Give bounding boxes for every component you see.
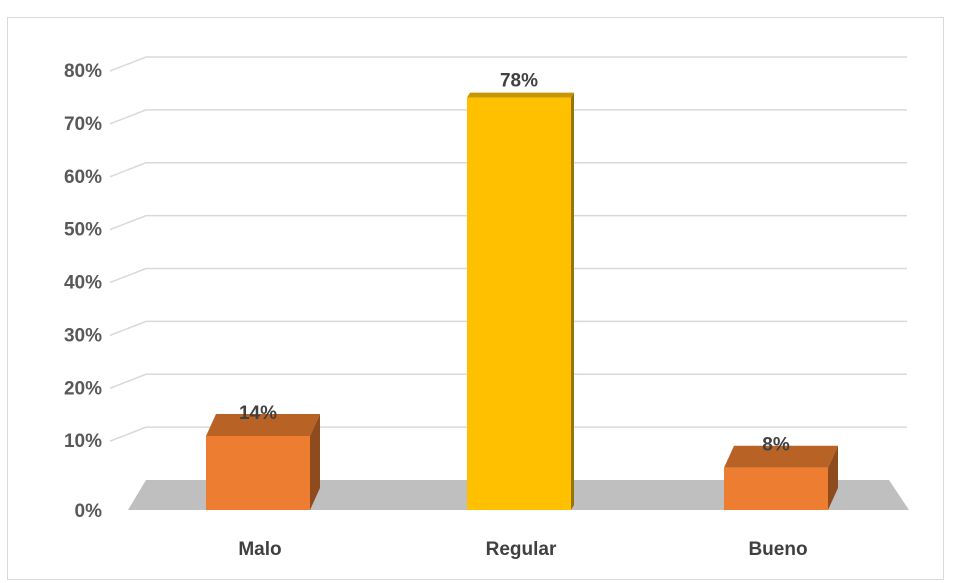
bar-side-malo — [310, 413, 320, 510]
bar-malo — [206, 435, 310, 510]
y-tick-label: 0% — [75, 501, 103, 522]
category-label-malo: Malo — [238, 539, 281, 560]
bar-regular — [467, 97, 571, 510]
y-tick-label: 50% — [64, 220, 102, 241]
y-tick-label: 80% — [64, 61, 102, 82]
bar-bueno — [724, 467, 828, 510]
gridline-slant — [109, 162, 147, 178]
y-tick-label: 10% — [64, 431, 102, 452]
gridline-slant — [109, 373, 147, 389]
gridline-slant — [109, 426, 147, 442]
y-tick-label: 30% — [64, 325, 102, 346]
gridline-slant — [109, 56, 147, 72]
bar-side-bueno — [828, 445, 838, 510]
gridline-slant — [109, 109, 147, 125]
y-tick-label: 70% — [64, 114, 102, 135]
y-tick-label: 20% — [64, 378, 102, 399]
data-label-bueno: 8% — [762, 435, 790, 456]
bar-top-regular — [467, 92, 574, 98]
gridline-slant — [109, 214, 147, 231]
y-tick-label: 40% — [64, 273, 102, 294]
data-label-regular: 78% — [500, 71, 538, 92]
y-tick-label: 60% — [64, 167, 102, 188]
data-label-malo: 14% — [239, 403, 277, 424]
category-label-bueno: Bueno — [748, 539, 807, 560]
bar-top-bueno — [724, 445, 838, 468]
gridline-slant — [109, 320, 147, 337]
bar-side-regular — [571, 92, 574, 510]
gridline-slant — [109, 267, 147, 284]
category-label-regular: Regular — [486, 539, 557, 560]
bar-top-malo — [206, 413, 320, 436]
